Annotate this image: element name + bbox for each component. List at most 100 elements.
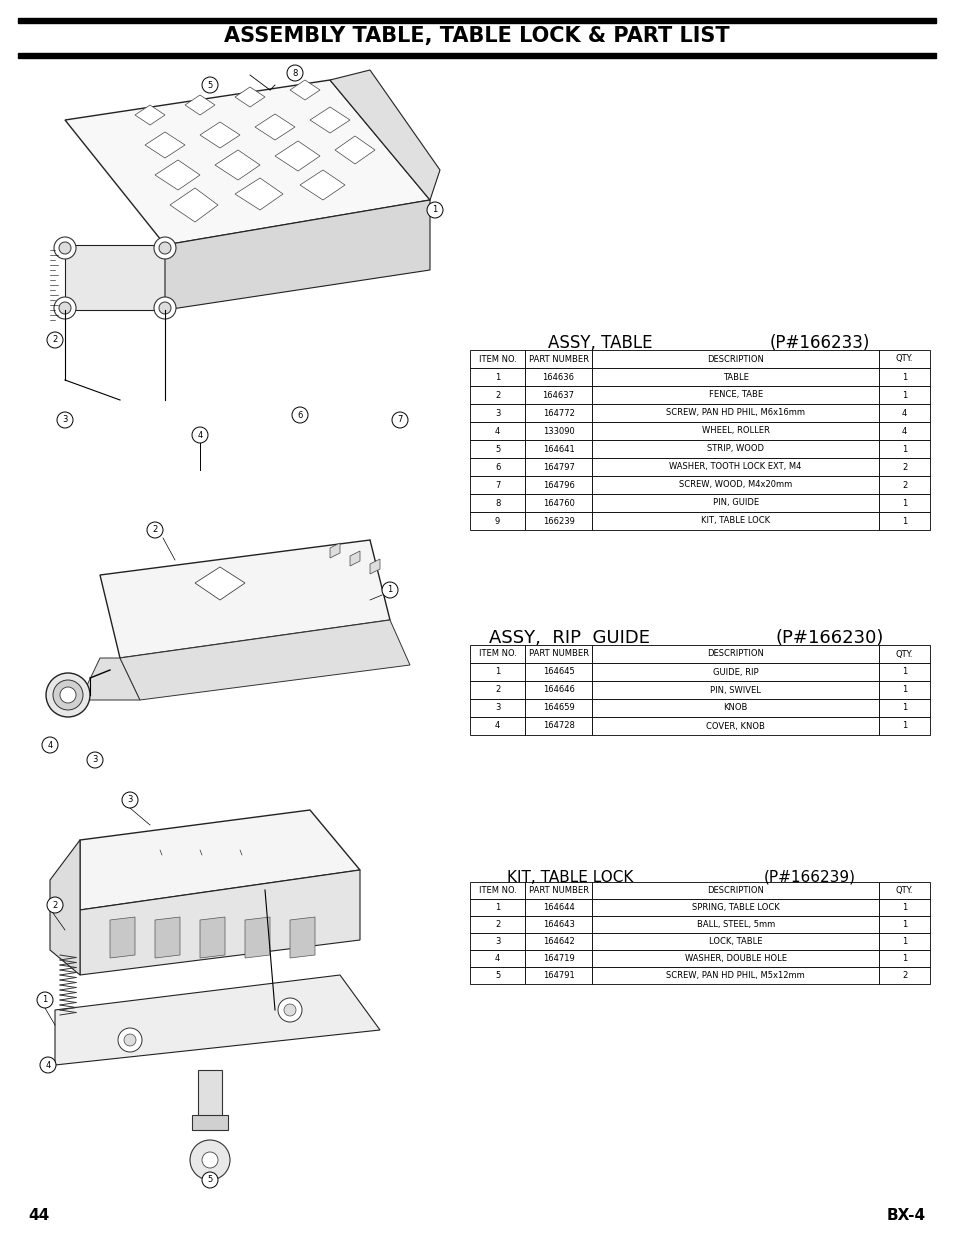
Circle shape: [47, 897, 63, 913]
Text: WASHER, TOOTH LOCK EXT, M4: WASHER, TOOTH LOCK EXT, M4: [669, 462, 801, 472]
Text: QTY.: QTY.: [895, 650, 912, 658]
Bar: [470, 350, 525, 368]
Bar: [470, 680, 525, 699]
Bar: [525, 699, 591, 718]
Bar: [470, 458, 525, 475]
Bar: [879, 916, 929, 932]
Circle shape: [46, 673, 90, 718]
Text: 3: 3: [62, 415, 68, 425]
Text: 164645: 164645: [542, 667, 574, 677]
Bar: [470, 950, 525, 967]
Text: 5: 5: [495, 971, 499, 981]
Polygon shape: [200, 122, 240, 148]
Bar: [470, 387, 525, 404]
Bar: [591, 899, 879, 916]
Bar: [525, 932, 591, 950]
Polygon shape: [80, 658, 140, 700]
Bar: [591, 699, 879, 718]
Bar: [470, 645, 525, 663]
Circle shape: [59, 303, 71, 314]
Circle shape: [381, 582, 397, 598]
Circle shape: [37, 992, 53, 1008]
Circle shape: [54, 237, 76, 259]
Text: 4: 4: [46, 1061, 51, 1070]
Bar: [525, 882, 591, 899]
Text: ITEM NO.: ITEM NO.: [478, 885, 516, 895]
Bar: [525, 663, 591, 680]
Bar: [525, 950, 591, 967]
Text: 164641: 164641: [542, 445, 574, 453]
Text: PIN, GUIDE: PIN, GUIDE: [712, 499, 758, 508]
Bar: [470, 422, 525, 440]
Bar: [525, 387, 591, 404]
Text: 164637: 164637: [542, 390, 574, 399]
Text: (P#166233): (P#166233): [769, 333, 869, 352]
Bar: [525, 494, 591, 513]
Polygon shape: [200, 918, 225, 958]
Bar: [591, 680, 879, 699]
Polygon shape: [335, 136, 375, 164]
Text: SCREW, WOOD, M4x20mm: SCREW, WOOD, M4x20mm: [679, 480, 791, 489]
Bar: [525, 916, 591, 932]
Polygon shape: [154, 161, 200, 190]
Text: SCREW, PAN HD PHIL, M6x16mm: SCREW, PAN HD PHIL, M6x16mm: [665, 409, 804, 417]
Text: LOCK, TABLE: LOCK, TABLE: [708, 937, 761, 946]
Bar: [591, 440, 879, 458]
Polygon shape: [80, 869, 359, 974]
Bar: [198, 1070, 222, 1125]
Text: 1: 1: [902, 920, 906, 929]
Polygon shape: [234, 178, 283, 210]
Text: FENCE, TABE: FENCE, TABE: [708, 390, 761, 399]
Text: (P#166239): (P#166239): [763, 869, 855, 884]
Bar: [591, 645, 879, 663]
Bar: [525, 404, 591, 422]
Polygon shape: [310, 107, 350, 133]
Bar: [879, 950, 929, 967]
Text: 164646: 164646: [542, 685, 574, 694]
Bar: [879, 967, 929, 984]
Bar: [879, 663, 929, 680]
Circle shape: [87, 752, 103, 768]
Text: DESCRIPTION: DESCRIPTION: [706, 885, 763, 895]
Bar: [470, 882, 525, 899]
Bar: [591, 916, 879, 932]
Text: 5: 5: [207, 1176, 213, 1184]
Text: 1: 1: [902, 516, 906, 526]
Text: 1: 1: [432, 205, 437, 215]
Bar: [591, 494, 879, 513]
Bar: [525, 680, 591, 699]
Bar: [470, 494, 525, 513]
Bar: [470, 699, 525, 718]
Text: KIT, TABLE LOCK: KIT, TABLE LOCK: [700, 516, 769, 526]
Bar: [591, 513, 879, 530]
Text: 1: 1: [902, 721, 906, 730]
Text: 1: 1: [42, 995, 48, 1004]
Bar: [591, 458, 879, 475]
Circle shape: [284, 1004, 295, 1016]
Bar: [470, 932, 525, 950]
Text: 6: 6: [495, 462, 499, 472]
Text: 164643: 164643: [542, 920, 574, 929]
Circle shape: [427, 203, 442, 219]
Bar: [879, 422, 929, 440]
Bar: [879, 475, 929, 494]
Text: KNOB: KNOB: [722, 704, 747, 713]
Polygon shape: [80, 810, 359, 910]
Bar: [470, 513, 525, 530]
Text: 1: 1: [495, 903, 499, 911]
Text: 2: 2: [152, 526, 157, 535]
Text: 6: 6: [297, 410, 302, 420]
Bar: [591, 422, 879, 440]
Bar: [591, 932, 879, 950]
Bar: [525, 645, 591, 663]
Text: 1: 1: [387, 585, 393, 594]
Text: 5: 5: [495, 445, 499, 453]
Polygon shape: [234, 86, 265, 107]
Polygon shape: [194, 567, 245, 600]
Bar: [470, 718, 525, 735]
Text: 164644: 164644: [542, 903, 574, 911]
Bar: [470, 967, 525, 984]
Text: 4: 4: [495, 426, 499, 436]
Text: QTY.: QTY.: [895, 885, 912, 895]
Text: GUIDE, RIP: GUIDE, RIP: [712, 667, 758, 677]
